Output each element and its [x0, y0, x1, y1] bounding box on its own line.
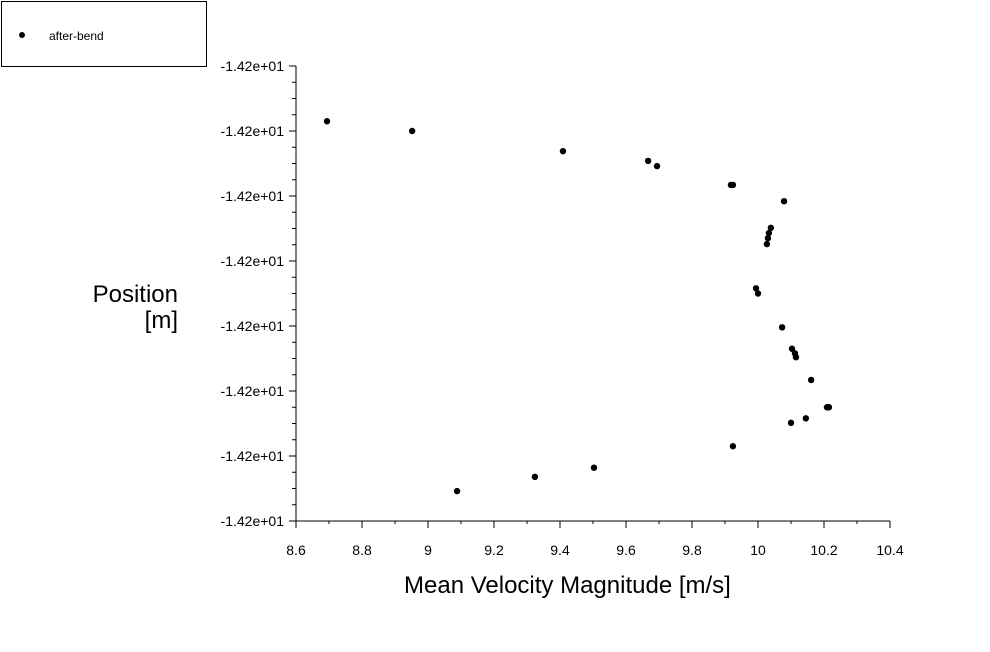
- y-tick-label: -1.42e+01: [221, 123, 285, 139]
- y-tick-label: -1.42e+01: [221, 318, 285, 334]
- x-tick-label: 10.4: [876, 542, 903, 558]
- y-tick-label: -1.42e+01: [221, 253, 285, 269]
- data-point: [787, 419, 795, 427]
- y-tick-label: -1.42e+01: [221, 448, 285, 464]
- data-point: [823, 404, 831, 411]
- y-tick-label: -1.42e+01: [221, 58, 285, 74]
- x-tick-label: 9.8: [682, 542, 702, 558]
- legend: after-bend: [1, 1, 207, 67]
- x-tick-label: 10.2: [810, 542, 837, 558]
- data-point: [590, 464, 598, 471]
- x-tick-label: 9.4: [550, 542, 570, 558]
- x-tick-label: 8.8: [352, 542, 372, 558]
- data-point: [752, 285, 760, 292]
- data-point: [778, 324, 786, 331]
- data-point: [792, 354, 800, 361]
- data-point: [754, 290, 762, 297]
- legend-label-after-bend: after-bend: [49, 29, 104, 43]
- x-tick-label: 10: [750, 542, 766, 558]
- x-axis-label: Mean Velocity Magnitude [m/s]: [404, 572, 731, 599]
- axes: 8.6 8.8 9 9.2 9.4 9.6 9.8 10 10.2 10.4 -1.42e+01 -1…: [221, 58, 904, 558]
- data-point: [644, 157, 652, 165]
- data-points: [323, 118, 833, 495]
- data-point: [765, 229, 773, 237]
- data-point: [780, 198, 788, 205]
- y-tick-label: -1.42e+01: [221, 188, 285, 204]
- data-point: [763, 240, 771, 248]
- legend-marker-after-bend: [19, 32, 25, 38]
- x-tick-label: 9: [424, 542, 432, 558]
- data-point: [788, 345, 796, 352]
- data-point: [729, 181, 737, 189]
- data-point: [653, 162, 661, 170]
- y-axis-label: Position [m]: [93, 282, 178, 334]
- data-point: [764, 235, 772, 242]
- y-tick-label: -1.42e+01: [221, 513, 285, 529]
- y-axis-label-line-2: [m]: [144, 307, 178, 334]
- data-point: [323, 118, 331, 125]
- data-point: [559, 147, 567, 155]
- data-point: [453, 487, 461, 495]
- x-tick-label: 9.2: [484, 542, 504, 558]
- data-point: [408, 127, 416, 135]
- data-point: [807, 376, 815, 384]
- data-point: [767, 224, 775, 232]
- x-tick-label: 8.6: [286, 542, 306, 558]
- data-point: [729, 443, 737, 450]
- data-point: [802, 415, 810, 422]
- x-tick-label: 9.6: [616, 542, 636, 558]
- y-tick-label: -1.42e+01: [221, 383, 285, 399]
- data-point: [531, 473, 539, 480]
- y-axis-label-line-1: Position: [92, 281, 178, 308]
